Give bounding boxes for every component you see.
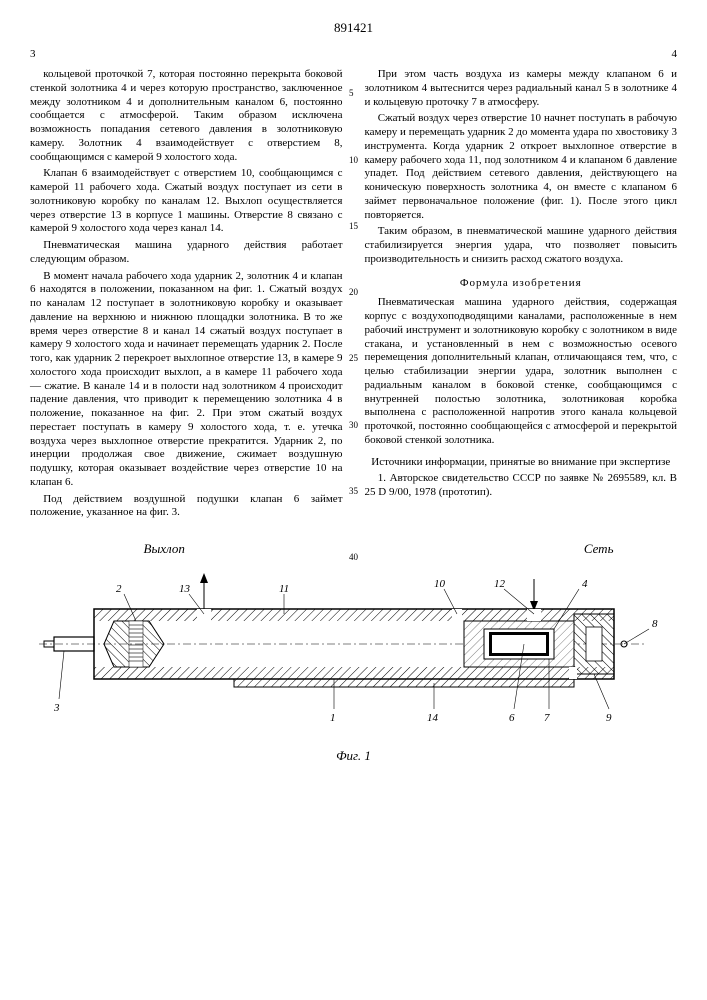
svg-text:6: 6 (509, 712, 515, 724)
sources-heading: Источники информации, принятые во вниман… (365, 456, 678, 470)
right-column: 4 При этом часть воздуха из камеры между… (365, 48, 678, 523)
body-para: В момент начала рабочего хода ударник 2,… (30, 270, 343, 490)
svg-text:12: 12 (494, 578, 506, 590)
svg-text:4: 4 (582, 578, 588, 590)
doc-number: 891421 (30, 20, 677, 36)
svg-text:7: 7 (544, 712, 550, 724)
svg-text:10: 10 (434, 578, 446, 590)
body-para: Пневматическая машина ударного действия … (30, 239, 343, 267)
svg-text:11: 11 (279, 583, 289, 595)
sources-para: 1. Авторское свидетельство СССР по заявк… (365, 472, 678, 500)
svg-text:9: 9 (606, 712, 612, 724)
left-column: 3 кольцевой проточкой 7, которая постоян… (30, 48, 343, 523)
figure-1: Выхлоп Сеть (30, 541, 677, 764)
label-net: Сеть (584, 541, 614, 557)
formula-heading: Формула изобретения (365, 277, 678, 291)
line-markers: 5 10 15 20 25 30 35 40 (349, 88, 358, 563)
body-para: Таким образом, в пневматической машине у… (365, 225, 678, 266)
figure-diagram: 2 3 13 11 1 10 12 4 6 7 8 9 14 (34, 559, 674, 739)
svg-text:3: 3 (53, 702, 60, 714)
svg-text:13: 13 (179, 583, 191, 595)
svg-text:8: 8 (652, 618, 658, 630)
label-exhaust: Выхлоп (144, 541, 185, 557)
body-para: Под действием воздушной подушки клапан 6… (30, 493, 343, 521)
figure-caption: Фиг. 1 (30, 748, 677, 764)
body-para: Клапан 6 взаимодействует с отверстием 10… (30, 167, 343, 236)
body-para: кольцевой проточкой 7, которая постоянно… (30, 68, 343, 164)
page-number-right: 4 (365, 48, 678, 62)
body-para: Сжатый воздух через отверстие 10 начнет … (365, 112, 678, 222)
formula-para: Пневматическая машина ударного действия,… (365, 296, 678, 447)
body-para: При этом часть воздуха из камеры между к… (365, 68, 678, 109)
svg-text:1: 1 (330, 712, 336, 724)
page-number-left: 3 (30, 48, 343, 62)
svg-text:2: 2 (116, 583, 122, 595)
svg-text:14: 14 (427, 712, 439, 724)
